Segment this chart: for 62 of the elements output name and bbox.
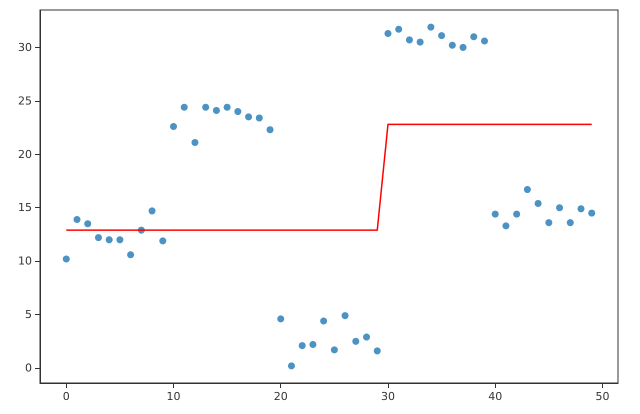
point: [266, 126, 274, 134]
y-tick-label: 0: [25, 362, 32, 375]
point: [492, 210, 499, 218]
x-tick-label: 50: [595, 390, 610, 403]
x-tick-label: 30: [380, 390, 395, 403]
point: [224, 104, 231, 111]
y-tick-label: 25: [18, 94, 32, 108]
point: [62, 256, 70, 263]
point: [74, 216, 80, 223]
y-tick-label: 10: [18, 254, 32, 268]
point: [309, 341, 316, 348]
point: [330, 346, 338, 354]
point: [588, 210, 596, 217]
point: [416, 38, 424, 46]
point: [502, 222, 510, 230]
point: [256, 114, 263, 122]
point: [127, 251, 134, 258]
x-tick-label: 0: [62, 390, 70, 403]
point: [578, 205, 585, 212]
point: [427, 24, 434, 31]
point: [374, 347, 381, 354]
point: [438, 32, 446, 40]
point: [481, 37, 488, 44]
point: [406, 36, 413, 44]
point: [234, 108, 242, 116]
point: [384, 30, 392, 38]
x-tick-label: 20: [274, 390, 288, 403]
point: [352, 338, 360, 345]
y-tick-label: 5: [25, 308, 32, 322]
point: [460, 44, 467, 51]
y-tick-label: 20: [18, 148, 32, 161]
point: [191, 139, 198, 146]
point: [298, 342, 306, 350]
point: [277, 315, 284, 322]
point: [94, 234, 102, 242]
point: [395, 26, 402, 33]
point: [448, 42, 456, 49]
point: [524, 186, 531, 194]
point: [320, 318, 328, 325]
point: [342, 312, 349, 320]
point: [534, 200, 542, 207]
point: [202, 104, 210, 111]
point: [363, 334, 370, 341]
y-tick-label: 30: [18, 40, 32, 54]
x-tick-label: 10: [166, 390, 181, 403]
point: [212, 106, 220, 114]
point: [180, 104, 188, 111]
point: [513, 210, 520, 218]
point: [116, 236, 124, 244]
point: [84, 220, 92, 228]
point: [245, 113, 252, 120]
point: [556, 204, 564, 212]
point: [106, 236, 113, 244]
point: [566, 219, 574, 226]
point: [159, 237, 166, 244]
x-tick-label: 40: [488, 390, 502, 403]
y-tick-label: 15: [18, 201, 32, 214]
point: [470, 33, 478, 40]
point: [545, 219, 552, 226]
point: [288, 362, 295, 370]
point: [170, 122, 178, 130]
point: [148, 207, 156, 214]
